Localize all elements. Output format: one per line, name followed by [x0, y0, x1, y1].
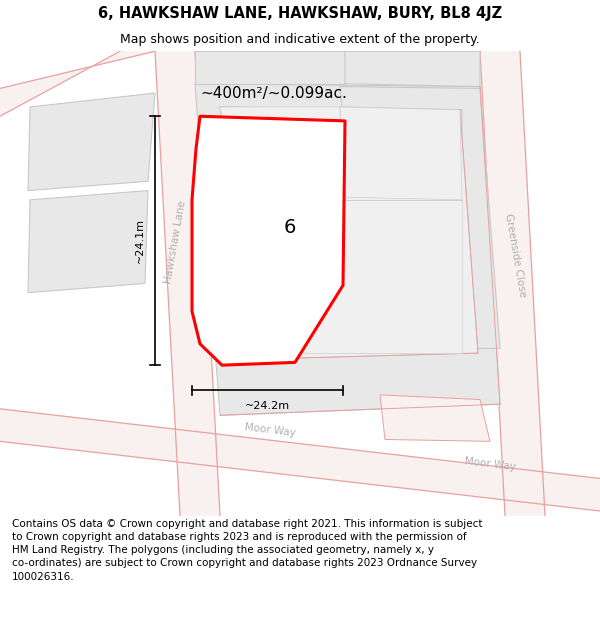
- Polygon shape: [380, 395, 490, 441]
- Text: Moor Way: Moor Way: [244, 422, 296, 438]
- Text: Map shows position and indicative extent of the property.: Map shows position and indicative extent…: [120, 34, 480, 46]
- Polygon shape: [28, 93, 155, 191]
- Polygon shape: [340, 107, 462, 200]
- Text: 6: 6: [284, 218, 296, 238]
- Text: 6, HAWKSHAW LANE, HAWKSHAW, BURY, BL8 4JZ: 6, HAWKSHAW LANE, HAWKSHAW, BURY, BL8 4J…: [98, 6, 502, 21]
- Text: Hawkshaw Lane: Hawkshaw Lane: [163, 199, 187, 284]
- Polygon shape: [240, 200, 462, 353]
- Polygon shape: [195, 84, 500, 416]
- Polygon shape: [220, 107, 342, 200]
- Polygon shape: [345, 51, 480, 86]
- Text: Moor Way: Moor Way: [464, 456, 516, 472]
- Polygon shape: [0, 51, 155, 116]
- Polygon shape: [220, 107, 478, 359]
- Polygon shape: [480, 51, 545, 516]
- Polygon shape: [195, 51, 345, 84]
- Text: ~24.2m: ~24.2m: [245, 401, 290, 411]
- Text: ~400m²/~0.099ac.: ~400m²/~0.099ac.: [200, 86, 347, 101]
- Text: Greenside Close: Greenside Close: [503, 213, 527, 298]
- Text: Contains OS data © Crown copyright and database right 2021. This information is : Contains OS data © Crown copyright and d…: [12, 519, 482, 582]
- Polygon shape: [340, 86, 500, 349]
- Text: ~24.1m: ~24.1m: [135, 218, 145, 263]
- Polygon shape: [155, 51, 220, 516]
- Polygon shape: [28, 191, 148, 292]
- Polygon shape: [0, 409, 600, 511]
- Polygon shape: [192, 116, 345, 365]
